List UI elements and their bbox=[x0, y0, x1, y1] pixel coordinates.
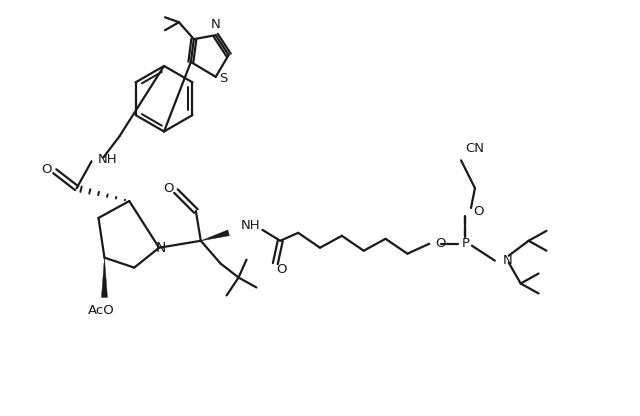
Text: O: O bbox=[435, 237, 445, 250]
Text: NH: NH bbox=[241, 219, 260, 233]
Text: O: O bbox=[276, 263, 287, 276]
Text: N: N bbox=[156, 241, 166, 255]
Text: O: O bbox=[42, 163, 52, 176]
Text: O: O bbox=[163, 182, 173, 195]
Polygon shape bbox=[102, 258, 108, 297]
Text: O: O bbox=[473, 206, 483, 218]
Text: N: N bbox=[211, 18, 221, 31]
Text: S: S bbox=[220, 72, 228, 85]
Text: P: P bbox=[462, 237, 470, 250]
Polygon shape bbox=[201, 230, 229, 241]
Text: N: N bbox=[503, 254, 513, 267]
Text: CN: CN bbox=[465, 142, 484, 155]
Text: AcO: AcO bbox=[88, 304, 115, 317]
Text: NH: NH bbox=[97, 153, 117, 166]
